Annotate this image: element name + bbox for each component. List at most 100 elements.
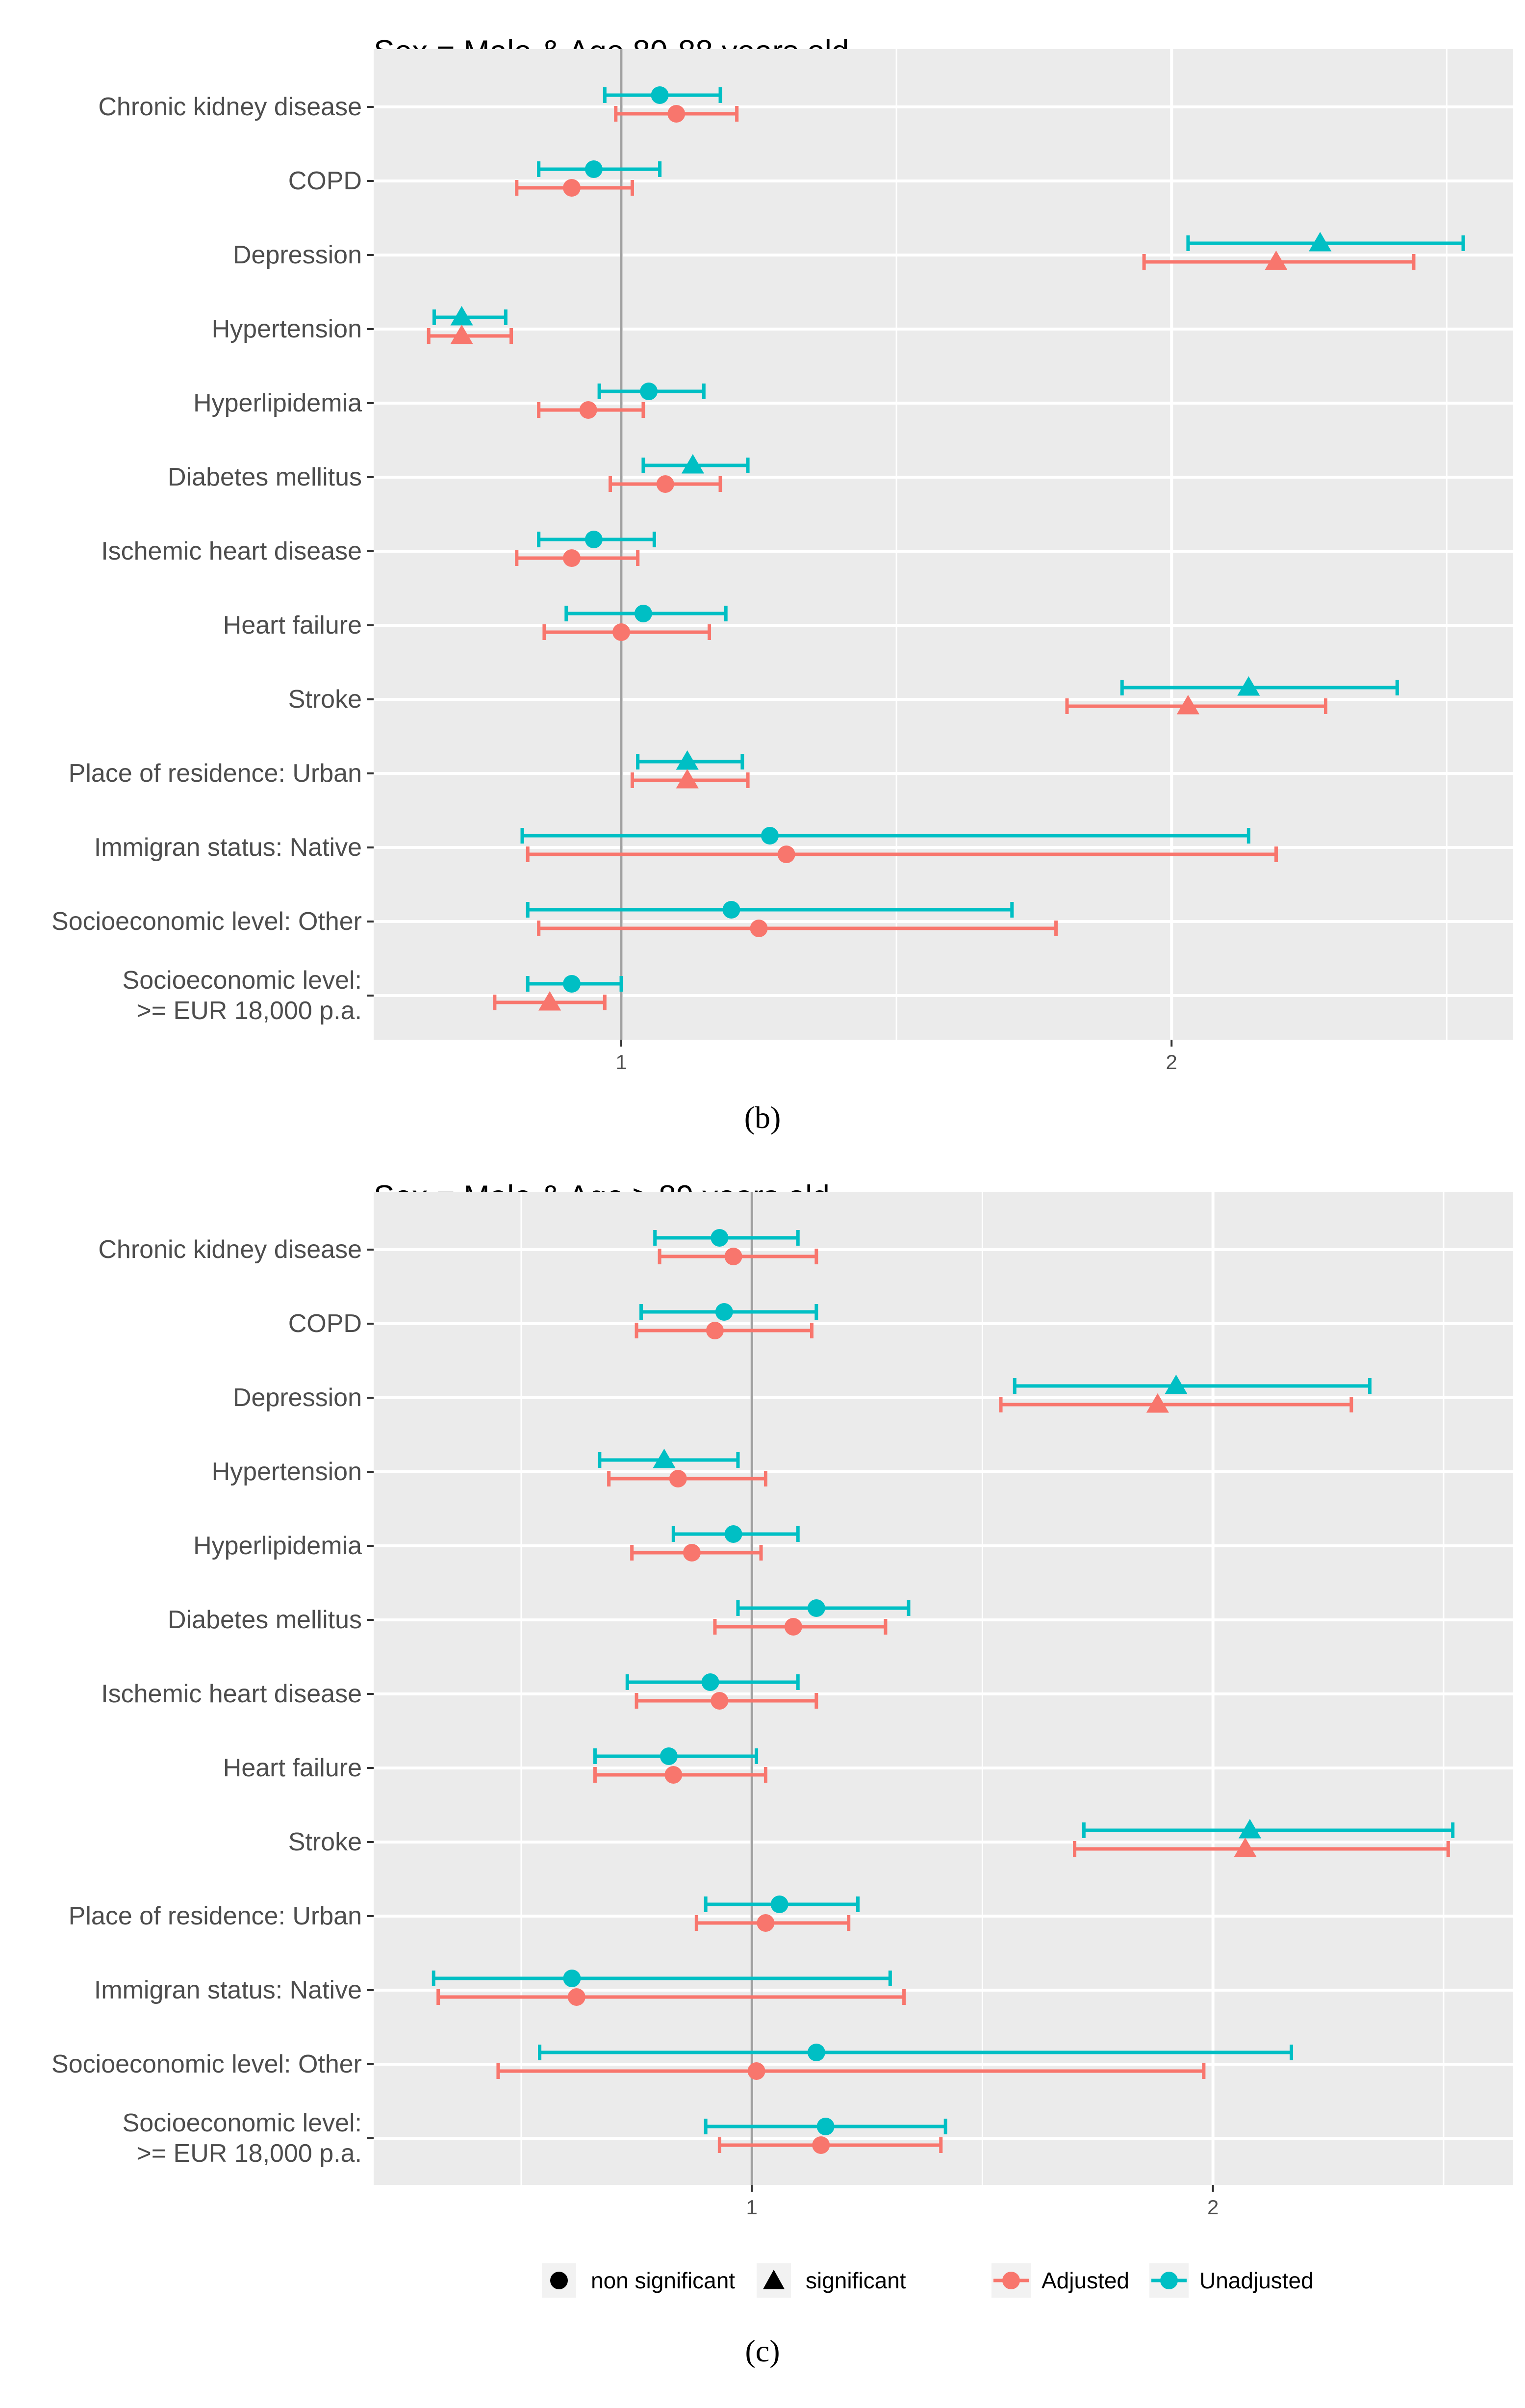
- legend-label: non significant: [591, 2268, 735, 2293]
- point-non-significant: [563, 549, 581, 567]
- y-tick-label: COPD: [288, 167, 362, 195]
- y-tick-label: Socioeconomic level: Other: [51, 2050, 362, 2078]
- point-non-significant: [669, 1470, 687, 1487]
- legend-circle-key: [550, 2272, 568, 2289]
- plot-background: [374, 49, 1513, 1040]
- point-non-significant: [777, 845, 795, 863]
- figure-caption: (b): [744, 1100, 781, 1135]
- legend-point-key: [1160, 2272, 1178, 2289]
- y-tick-label: Hyperlipidemia: [193, 389, 362, 417]
- point-non-significant: [585, 531, 603, 548]
- point-non-significant: [816, 2118, 835, 2135]
- point-non-significant: [563, 1970, 581, 1987]
- legend-label: Unadjusted: [1199, 2268, 1314, 2293]
- y-tick-label: Hypertension: [212, 1458, 362, 1486]
- point-non-significant: [667, 105, 686, 123]
- point-non-significant: [747, 2062, 765, 2080]
- point-non-significant: [651, 86, 669, 104]
- series-unadjusted: [432, 1229, 1455, 2135]
- point-non-significant: [757, 1914, 775, 1932]
- point-non-significant: [701, 1673, 719, 1691]
- point-non-significant: [664, 1766, 683, 1784]
- y-tick-label: Immigran status: Native: [94, 833, 362, 862]
- panel-c: Sex = Male & Age ≥ 89 years oldChronic k…: [51, 1178, 1513, 2368]
- y-tick-label: Socioeconomic level: >= EUR 18,000 p.a.: [123, 2109, 362, 2168]
- point-significant: [676, 750, 699, 770]
- point-non-significant: [807, 1599, 825, 1617]
- point-non-significant: [706, 1322, 724, 1339]
- y-tick-label: Stroke: [288, 685, 362, 714]
- point-non-significant: [567, 1988, 585, 2006]
- x-tick-label: 1: [746, 2196, 758, 2219]
- series-adjusted: [427, 105, 1416, 1011]
- point-non-significant: [750, 920, 768, 937]
- x-tick-label: 2: [1207, 2196, 1219, 2219]
- y-tick-label: Stroke: [288, 1828, 362, 1856]
- point-non-significant: [761, 827, 779, 845]
- legend-point-key: [1002, 2272, 1020, 2289]
- y-tick-label: Heart failure: [223, 1754, 362, 1782]
- x-tick-label: 2: [1166, 1050, 1177, 1074]
- figure-caption: (c): [745, 2333, 780, 2368]
- point-non-significant: [812, 2136, 830, 2154]
- point-significant: [1265, 250, 1288, 270]
- y-tick-label: Depression: [233, 241, 362, 269]
- y-tick-label-line: Socioeconomic level:: [123, 2109, 362, 2137]
- legend-label: significant: [806, 2268, 906, 2293]
- point-non-significant: [711, 1229, 729, 1247]
- point-significant: [1238, 1819, 1262, 1839]
- point-non-significant: [656, 475, 674, 493]
- point-significant: [1237, 676, 1260, 696]
- point-non-significant: [711, 1692, 729, 1710]
- y-tick-label: Ischemic heart disease: [101, 537, 362, 565]
- series-adjusted: [436, 1248, 1450, 2154]
- y-tick-label-line: >= EUR 18,000 p.a.: [136, 2139, 362, 2168]
- point-non-significant: [579, 401, 597, 419]
- point-non-significant: [660, 1747, 678, 1765]
- y-tick-label: COPD: [288, 1309, 362, 1338]
- y-tick-label: Place of residence: Urban: [69, 1902, 362, 1930]
- point-non-significant: [683, 1544, 701, 1562]
- y-tick-label: Chronic kidney disease: [98, 93, 362, 121]
- point-non-significant: [563, 179, 581, 197]
- point-non-significant: [715, 1303, 733, 1321]
- y-tick-label-line: >= EUR 18,000 p.a.: [136, 997, 362, 1025]
- point-significant: [1309, 231, 1332, 252]
- point-significant: [450, 306, 473, 326]
- point-significant: [538, 991, 561, 1011]
- y-tick-label: Hyperlipidemia: [193, 1532, 362, 1560]
- y-tick-label: Depression: [233, 1383, 362, 1412]
- y-tick-label: Ischemic heart disease: [101, 1680, 362, 1708]
- y-tick-label: Place of residence: Urban: [69, 759, 362, 788]
- point-non-significant: [585, 160, 603, 178]
- series-unadjusted: [432, 86, 1465, 993]
- legend-triangle-key: [763, 2270, 785, 2289]
- point-non-significant: [724, 1525, 742, 1543]
- point-significant: [450, 324, 473, 344]
- y-tick-label: Diabetes mellitus: [168, 463, 362, 491]
- point-significant: [653, 1448, 676, 1468]
- y-tick-label: Socioeconomic level: >= EUR 18,000 p.a.: [123, 966, 362, 1025]
- y-tick-label: Diabetes mellitus: [168, 1606, 362, 1634]
- legend: non significant significant Adjusted Unadju…: [542, 2263, 1314, 2298]
- point-non-significant: [770, 1896, 788, 1913]
- point-non-significant: [807, 2044, 825, 2061]
- point-non-significant: [724, 1248, 742, 1265]
- point-non-significant: [563, 975, 581, 993]
- point-non-significant: [640, 383, 658, 400]
- point-significant: [1234, 1837, 1257, 1857]
- point-non-significant: [612, 623, 630, 641]
- point-significant: [1165, 1374, 1188, 1394]
- x-tick-label: 1: [615, 1050, 627, 1074]
- legend-label: Adjusted: [1042, 2268, 1129, 2293]
- point-significant: [1146, 1393, 1169, 1413]
- panel-b: Sex = Male & Age 80-88 years oldChronic …: [51, 33, 1513, 1135]
- y-tick-label: Socioeconomic level: Other: [51, 907, 362, 936]
- point-significant: [676, 769, 699, 789]
- y-tick-label: Chronic kidney disease: [98, 1235, 362, 1264]
- plot-background: [374, 1192, 1513, 2185]
- y-tick-label: Hypertension: [212, 315, 362, 343]
- y-tick-label-line: Socioeconomic level:: [123, 966, 362, 995]
- point-non-significant: [722, 901, 740, 919]
